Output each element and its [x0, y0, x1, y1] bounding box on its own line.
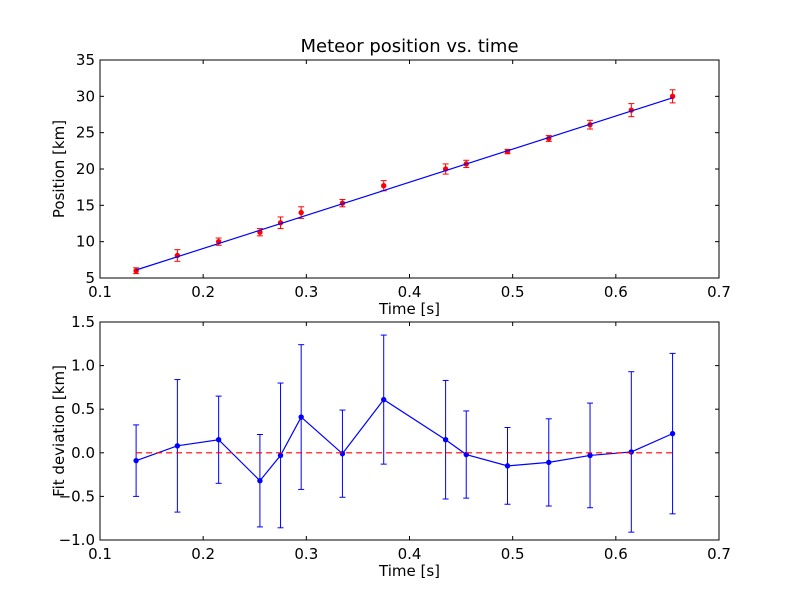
position-chart-x-axis-label: Time [s] — [378, 300, 440, 318]
position-x-tick-label: 0.1 — [88, 283, 112, 301]
deviation-x-tick-label: 0.4 — [398, 545, 422, 563]
position-fit-line — [135, 97, 673, 271]
deviation-data-point — [277, 452, 284, 459]
position-x-tick-label: 0.5 — [501, 283, 525, 301]
position-data-point — [381, 183, 387, 189]
deviation-x-tick-label: 0.5 — [501, 545, 525, 563]
position-x-tick-label: 0.2 — [191, 283, 215, 301]
position-x-tick-label: 0.7 — [707, 283, 731, 301]
deviation-x-tick-label: 0.6 — [604, 545, 628, 563]
position-data-point — [669, 93, 676, 100]
position-data-point — [298, 209, 304, 216]
deviation-data-point — [298, 414, 304, 420]
position-chart-ticks: 0.1 0.2 0.3 0.4 0.5 0.6 0.7 5 10 15 20 25 30 35 — [76, 51, 731, 301]
position-y-tick-label: 35 — [76, 51, 95, 69]
deviation-y-tick-label: 0.5 — [71, 400, 95, 418]
deviation-data-point — [133, 457, 139, 464]
position-y-tick-label: 25 — [76, 124, 95, 142]
position-chart-title: Meteor position vs. time — [300, 36, 518, 57]
deviation-data-point — [587, 452, 593, 459]
position-y-tick-label: 15 — [76, 196, 95, 214]
position-y-tick-label: 10 — [76, 233, 95, 251]
position-x-tick-label: 0.6 — [604, 283, 628, 301]
deviation-chart-x-axis-label: Time [s] — [378, 562, 440, 580]
deviation-y-tick-label: 1.5 — [71, 313, 95, 331]
deviation-data-point — [628, 449, 635, 455]
deviation-y-tick-label: 0.0 — [71, 444, 95, 462]
deviation-data-point — [215, 437, 222, 443]
deviation-data-point — [174, 443, 181, 449]
deviation-chart-ticks: 0.1 0.2 0.3 0.4 0.5 0.6 0.7 −1.0 −0.5 0.0 0.5 1.0 1.… — [59, 313, 731, 563]
position-y-tick-label: 30 — [76, 87, 95, 105]
deviation-x-tick-label: 0.1 — [88, 545, 112, 563]
position-chart-marks — [133, 89, 676, 275]
deviation-chart-y-axis-label: Fit deviation [km] — [50, 365, 68, 497]
deviation-data-point — [669, 430, 676, 437]
deviation-data-point — [504, 463, 511, 469]
deviation-data-point — [546, 459, 552, 466]
deviation-x-tick-label: 0.2 — [191, 545, 215, 563]
deviation-chart: 0.1 0.2 0.3 0.4 0.5 0.6 0.7 −1.0 −0.5 0.0 0.5 1.0 1.… — [50, 313, 731, 580]
deviation-y-tick-label: −1.0 — [59, 531, 95, 549]
position-y-tick-label: 20 — [76, 160, 95, 178]
position-x-tick-label: 0.3 — [294, 283, 318, 301]
position-chart-y-axis-label: Position [km] — [50, 120, 68, 218]
deviation-data-point — [257, 478, 263, 484]
deviation-data-point — [381, 396, 387, 403]
deviation-x-tick-label: 0.7 — [707, 545, 731, 563]
position-y-tick-label: 5 — [85, 269, 95, 287]
deviation-y-tick-label: 1.0 — [71, 357, 95, 375]
position-x-tick-label: 0.4 — [398, 283, 422, 301]
deviation-chart-marks — [133, 334, 676, 533]
deviation-data-point — [339, 450, 346, 457]
deviation-x-tick-label: 0.3 — [294, 545, 318, 563]
position-chart: Meteor position vs. time 0.1 0.2 0.3 0.4 0.5… — [50, 36, 731, 318]
deviation-y-tick-label: −0.5 — [59, 487, 95, 505]
deviation-data-point — [442, 437, 449, 443]
